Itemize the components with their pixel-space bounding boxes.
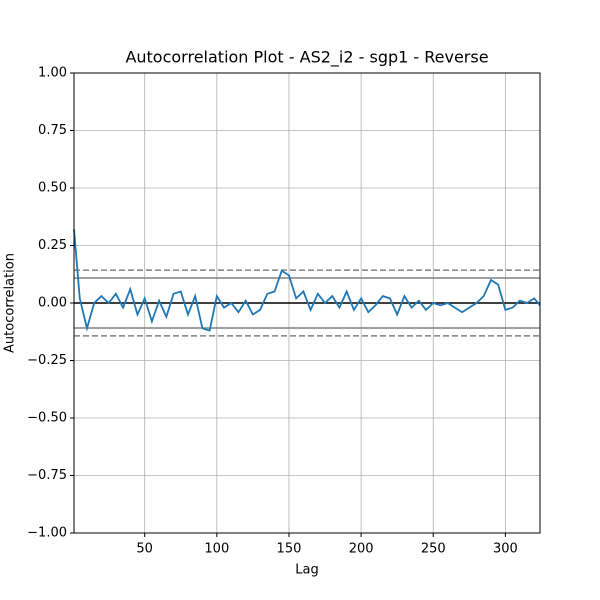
y-tick-label: 0.75	[38, 123, 67, 138]
plot-frame	[73, 72, 541, 534]
y-tick-label: 0.00	[38, 296, 67, 311]
x-tick-label: 50	[136, 542, 153, 557]
y-tick-label: −0.25	[27, 353, 67, 368]
y-tick-label: 1.00	[38, 66, 67, 81]
x-tick-label: 150	[277, 542, 302, 557]
chart-title: Autocorrelation Plot - AS2_i2 - sgp1 - R…	[125, 48, 488, 68]
y-tick-label: 0.50	[38, 181, 67, 196]
y-axis-label: Autocorrelation	[3, 253, 18, 353]
x-tick-label: 200	[349, 542, 374, 557]
y-tick-label: 0.25	[38, 238, 67, 253]
x-tick-label: 300	[493, 542, 518, 557]
y-tick-label: −0.75	[27, 468, 67, 483]
y-tick-label: −0.50	[27, 411, 67, 426]
series-line	[73, 229, 541, 332]
x-tick-label: 250	[421, 542, 446, 557]
x-axis-label: Lag	[295, 563, 318, 578]
x-tick-label: 100	[204, 542, 229, 557]
y-tick-label: −1.00	[27, 526, 67, 541]
